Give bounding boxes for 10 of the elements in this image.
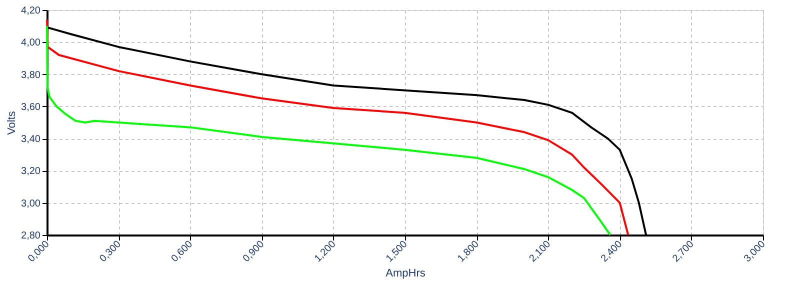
y-tick-label: 3,00: [21, 198, 41, 210]
y-tick-label: 3,80: [21, 70, 41, 81]
y-axis-title: Volts: [6, 110, 18, 135]
y-tick-label: 3,60: [21, 102, 41, 113]
x-axis-title: AmpHrs: [386, 268, 426, 280]
y-tick-label: 4,20: [21, 6, 41, 16]
y-tick-label: 4,00: [21, 38, 41, 49]
y-tick-label: 3,20: [21, 166, 41, 178]
y-tick-label: 3,40: [21, 134, 41, 146]
y-tick-label: 2,80: [21, 230, 41, 242]
